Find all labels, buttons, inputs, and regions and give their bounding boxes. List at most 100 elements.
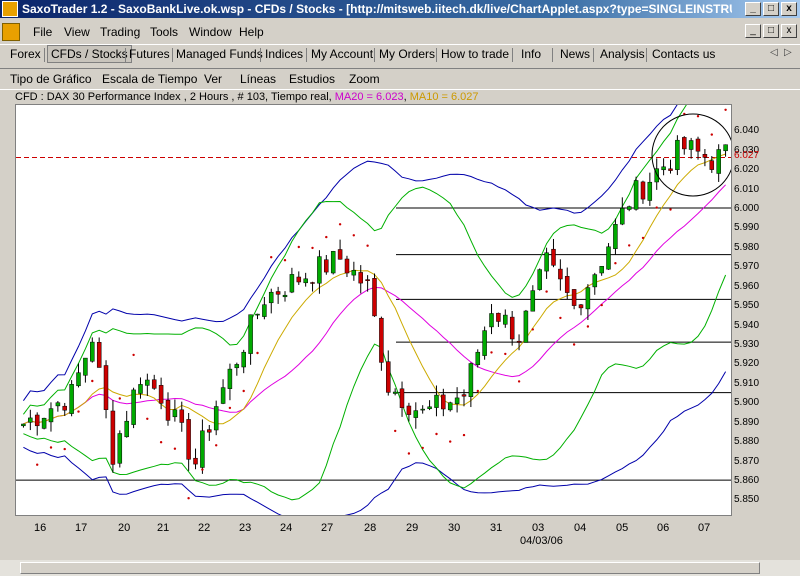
candle-up: [145, 379, 150, 386]
candle-up: [688, 140, 694, 150]
minimize-button[interactable]: _: [745, 2, 761, 16]
saxotrader-app-icon[interactable]: [2, 1, 18, 17]
maximize-button[interactable]: □: [763, 2, 779, 16]
nav-separator: [593, 48, 594, 62]
tab-managed-funds[interactable]: Managed Funds: [176, 47, 263, 61]
nav-next-arrow-icon[interactable]: ▷: [784, 47, 792, 58]
candle-down: [578, 304, 584, 309]
tab-analysis[interactable]: Analysis: [600, 47, 645, 61]
candle-up: [468, 363, 474, 397]
x-tick-label: 17: [75, 522, 88, 534]
candle-down: [324, 259, 329, 273]
candle-down: [571, 289, 577, 306]
candle-up: [475, 351, 481, 365]
price-chart[interactable]: [16, 105, 732, 516]
sar-dot: [173, 447, 177, 450]
candle-up: [138, 384, 143, 394]
tab-forex[interactable]: Forex: [10, 47, 41, 61]
mdi-restore-button[interactable]: □: [763, 24, 779, 38]
y-tick-label: 5.990: [734, 222, 760, 234]
menu-ver[interactable]: Ver: [204, 72, 223, 86]
chart-instrument-info: CFD : DAX 30 Performance Index , 2 Hours…: [15, 91, 329, 103]
candle-up: [523, 310, 529, 343]
tab-my-orders[interactable]: My Orders: [379, 47, 436, 61]
tab-news[interactable]: News: [560, 47, 591, 61]
nav-separator: [552, 48, 553, 62]
candle-up: [413, 410, 419, 418]
sar-dot: [449, 440, 452, 443]
mdi-minimize-button[interactable]: _: [745, 24, 761, 38]
sar-dot: [586, 325, 590, 328]
tab-how-to-trade[interactable]: How to trade: [441, 47, 510, 61]
x-tick-label: 05: [616, 522, 629, 534]
candle-down: [103, 365, 109, 410]
menu-time-scale[interactable]: Escala de Tiempo: [102, 72, 198, 86]
sar-dot: [421, 446, 424, 450]
candle-up: [227, 368, 233, 389]
chart-area[interactable]: [15, 104, 732, 516]
menu-trading[interactable]: Trading: [100, 25, 141, 39]
sar-dot: [159, 441, 163, 444]
candle-down: [344, 258, 350, 274]
tab-my-account[interactable]: My Account: [311, 47, 374, 61]
menu-lines[interactable]: Líneas: [240, 72, 277, 86]
horizontal-scrollbar[interactable]: [0, 560, 800, 576]
menu-help[interactable]: Help: [239, 25, 264, 39]
candle-up: [262, 304, 267, 317]
candle-up: [530, 290, 536, 312]
x-tick-label: 22: [198, 522, 211, 534]
menu-zoom[interactable]: Zoom: [349, 72, 380, 86]
menu-chart-type[interactable]: Tipo de Gráfico: [10, 72, 92, 86]
candle-down: [564, 276, 570, 293]
menu-window[interactable]: Window: [189, 25, 232, 39]
candle-down: [695, 138, 701, 152]
candle-up: [303, 278, 308, 284]
close-button[interactable]: x: [781, 2, 797, 16]
sar-dot: [490, 351, 493, 354]
sar-dot: [36, 463, 39, 466]
sar-dot: [504, 352, 507, 356]
candle-up: [633, 180, 639, 210]
candle-up: [392, 391, 398, 394]
candle-up: [241, 351, 246, 368]
nav-separator: [436, 48, 437, 62]
sar-dot: [614, 262, 617, 265]
menu-tools[interactable]: Tools: [150, 25, 179, 39]
chart-toolbar: Tipo de Gráfico Escala de Tiempo Ver Lín…: [0, 68, 800, 90]
menu-file[interactable]: File: [33, 25, 53, 39]
y-tick-label: 5.940: [734, 319, 760, 331]
sar-dot: [641, 236, 645, 240]
sar-dot: [63, 447, 66, 451]
tab-contacts-us[interactable]: Contacts us: [652, 47, 716, 61]
y-tick-label: 6.030: [734, 144, 760, 156]
nav-prev-arrow-icon[interactable]: ◁: [770, 47, 778, 58]
menu-view[interactable]: View: [64, 25, 90, 39]
sar-dot: [462, 433, 466, 437]
sar-dot: [187, 497, 190, 500]
document-icon[interactable]: [2, 23, 20, 41]
menu-studies[interactable]: Estudios: [289, 72, 336, 86]
sar-dot: [628, 244, 631, 247]
tab-cfds-stocks[interactable]: CFDs / Stocks: [47, 45, 132, 63]
candle-down: [516, 340, 522, 343]
x-tick-label: 07: [698, 522, 711, 534]
tab-info[interactable]: Info: [521, 47, 542, 61]
annotation-circle: [651, 113, 731, 197]
candle-up: [620, 208, 625, 225]
y-tick-label: 5.880: [734, 436, 760, 448]
nav-separator: [44, 48, 45, 62]
mdi-close-button[interactable]: x: [781, 24, 797, 38]
tab-futures[interactable]: Futures: [129, 47, 170, 61]
candle-up: [592, 274, 598, 288]
candle-down: [296, 276, 302, 283]
nav-separator: [125, 48, 126, 62]
candle-up: [434, 394, 439, 408]
candle-up: [606, 246, 611, 270]
candle-up: [69, 384, 74, 414]
scrollbar-thumb[interactable]: [20, 562, 760, 574]
candle-down: [358, 272, 363, 284]
candle-down: [558, 268, 563, 280]
candle-down: [151, 379, 157, 389]
candle-down: [702, 154, 708, 158]
tab-indices[interactable]: Indices: [265, 47, 304, 61]
